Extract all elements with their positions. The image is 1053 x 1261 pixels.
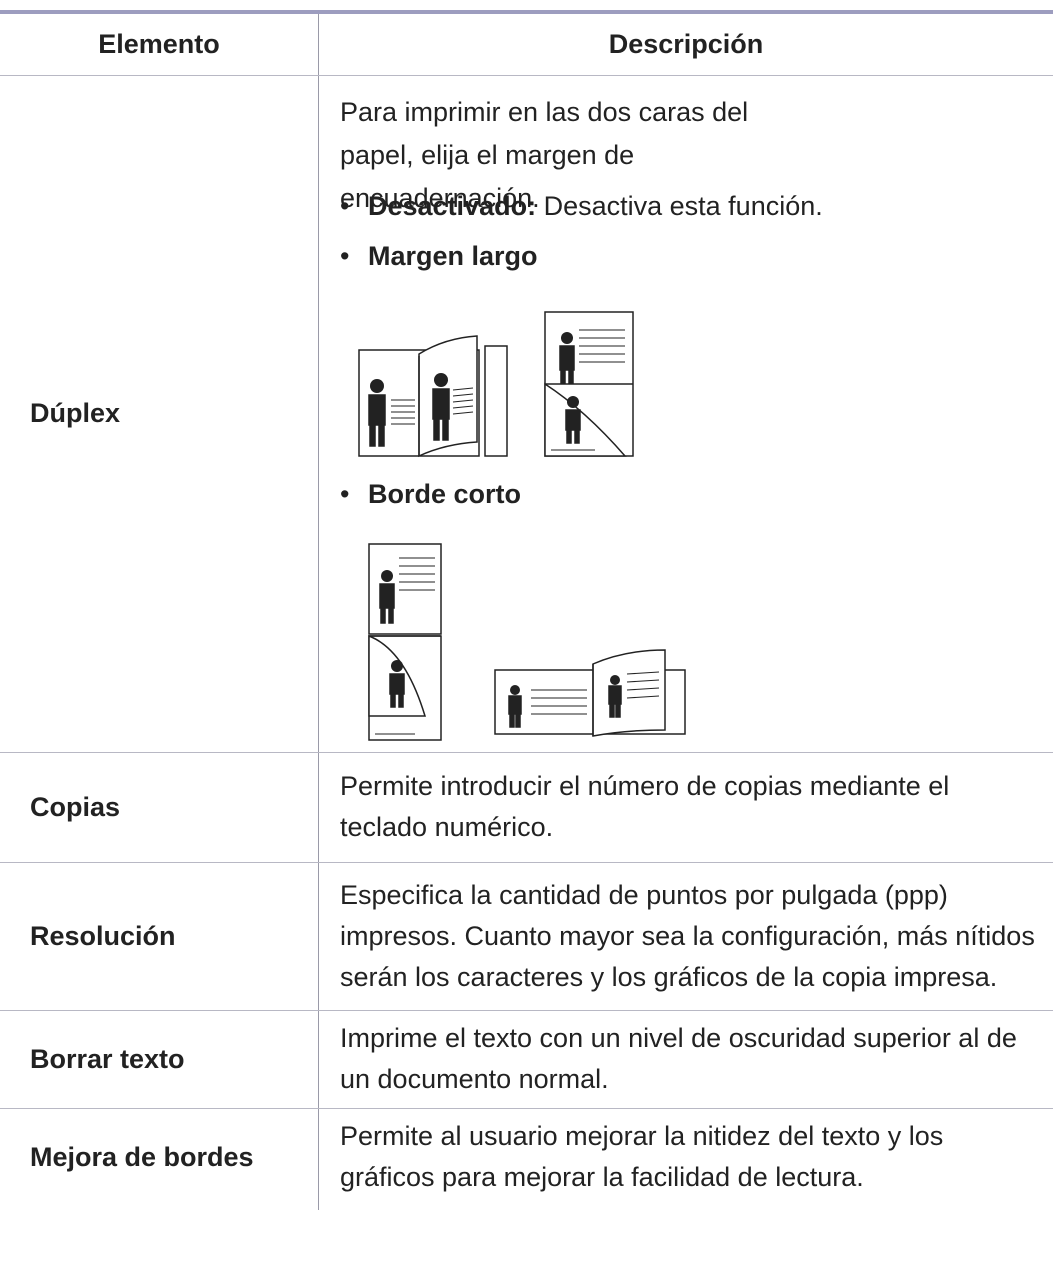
row-divider: [0, 862, 1053, 863]
bullet-item: • Borde corto: [340, 474, 521, 515]
item-cell: Dúplex: [30, 398, 121, 428]
row-divider: [0, 1108, 1053, 1109]
option-label: Borde corto: [368, 479, 522, 509]
top-border: [0, 10, 1053, 14]
item-cell: Borrar texto: [30, 1043, 185, 1074]
item-cell: Resolución: [30, 920, 176, 951]
long-edge-illustration: [358, 311, 634, 458]
option-label: Margen largo: [368, 241, 538, 271]
short-edge-illustration: [368, 543, 686, 741]
description: Permite introducir el número de copias m…: [340, 771, 950, 842]
description: Imprime el texto con un nivel de oscurid…: [340, 1023, 1017, 1094]
option-text: Desactiva esta función.: [543, 191, 823, 221]
row-divider: [0, 752, 1053, 753]
bullet-item: • Margen largo: [340, 236, 538, 277]
option-label: Desactivado:: [368, 191, 537, 221]
bullet: •: [340, 479, 350, 509]
row-divider: [0, 75, 1053, 76]
column-divider: [318, 14, 319, 1210]
bullet-item: • Desactivado: Desactiva esta función.: [340, 186, 823, 227]
item-cell: Copias: [30, 791, 121, 822]
description: Para imprimir en las dos caras del papel…: [340, 97, 749, 213]
description: Especifica la cantidad de puntos por pul…: [340, 879, 1035, 992]
bullet: •: [340, 241, 350, 271]
header-cell: Descripción: [608, 29, 764, 59]
bullet: •: [340, 191, 350, 221]
header-cell: Elemento: [98, 29, 220, 59]
row-divider: [0, 1010, 1053, 1011]
item-cell: Mejora de bordes: [30, 1141, 254, 1172]
description: Permite al usuario mejorar la nitidez de…: [340, 1121, 944, 1192]
